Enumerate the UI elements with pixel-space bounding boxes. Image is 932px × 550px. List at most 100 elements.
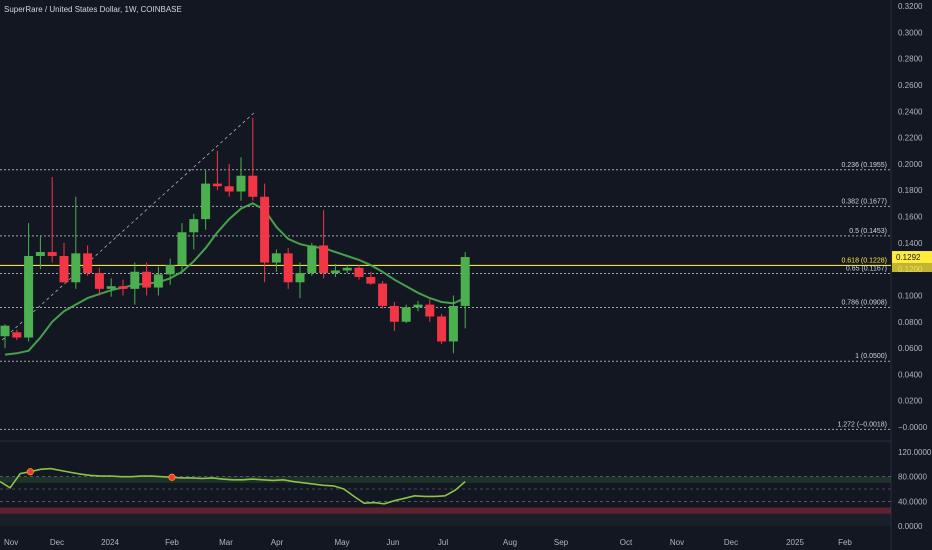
time-tick-label: Jun bbox=[387, 538, 400, 547]
oscillator-line[interactable] bbox=[0, 467, 466, 505]
fib-level-label: 0.5 (0.1453) bbox=[849, 228, 887, 235]
candle-body[interactable] bbox=[425, 304, 435, 317]
time-tick-label: Feb bbox=[838, 538, 852, 547]
time-tick-label: 2024 bbox=[101, 538, 119, 547]
price-tick-label: 0.0400 bbox=[898, 370, 923, 379]
fib-level-label: 0.382 (0.1677) bbox=[841, 198, 887, 205]
oscillator-pane bbox=[0, 467, 891, 526]
candle-body[interactable] bbox=[401, 307, 411, 322]
candle-body[interactable] bbox=[366, 277, 376, 284]
candle-body[interactable] bbox=[260, 196, 270, 263]
candle-body[interactable] bbox=[448, 305, 458, 342]
candle-body[interactable] bbox=[12, 332, 22, 338]
candle-body[interactable] bbox=[330, 270, 340, 274]
candle-body[interactable] bbox=[47, 252, 57, 256]
price-tick-label: 0.1600 bbox=[898, 213, 923, 222]
candle-body[interactable] bbox=[319, 245, 329, 274]
fib-price-tag bbox=[892, 263, 932, 273]
candle-body[interactable] bbox=[224, 186, 234, 192]
candle-body[interactable] bbox=[0, 325, 10, 337]
candle-body[interactable] bbox=[460, 257, 470, 306]
oscillator-tick-label: 40.0000 bbox=[898, 497, 927, 506]
candle-body[interactable] bbox=[437, 316, 447, 342]
price-pane: 0.236 (0.1955) 0.382 (0.1677) 0.5 (0.1453)… bbox=[0, 110, 891, 430]
time-tick-label: Jul bbox=[438, 538, 448, 547]
candle-body[interactable] bbox=[413, 304, 423, 308]
chart-title: SuperRare / United States Dollar, 1W, CO… bbox=[4, 5, 182, 14]
candle-body[interactable] bbox=[295, 273, 305, 283]
last-price-tag bbox=[892, 251, 932, 264]
fib-level-label: 0.786 (0.0908) bbox=[841, 300, 887, 307]
price-tick-label: 0.0600 bbox=[898, 344, 923, 353]
candle-body[interactable] bbox=[271, 253, 281, 263]
price-tick-label: 0.3200 bbox=[898, 2, 923, 11]
time-tick-label: Dec bbox=[724, 538, 738, 547]
oscillator-tick-label: 80.0000 bbox=[898, 473, 927, 482]
oscillator-tick-label: 0.0000 bbox=[898, 522, 923, 531]
lower-band bbox=[0, 513, 891, 526]
price-tick-label: 0.3000 bbox=[898, 28, 923, 37]
time-tick-label: Oct bbox=[620, 538, 633, 547]
moving-average-line[interactable] bbox=[4, 202, 466, 356]
oscillator-axis[interactable]: 120.0000 80.0000 40.0000 0.0000 bbox=[898, 448, 932, 531]
candle-body[interactable] bbox=[59, 255, 69, 283]
candle-body[interactable] bbox=[248, 175, 258, 197]
candle-body[interactable] bbox=[24, 255, 34, 338]
price-tick-label: 0.1000 bbox=[898, 291, 923, 300]
fib-level-label: 1.272 (−0.0018) bbox=[837, 421, 887, 428]
candle-body[interactable] bbox=[153, 274, 163, 288]
candle-body[interactable] bbox=[118, 286, 128, 289]
time-tick-label: Nov bbox=[4, 538, 18, 547]
candle-body[interactable] bbox=[165, 265, 175, 275]
overbought-band bbox=[0, 476, 891, 483]
candle-body[interactable] bbox=[130, 271, 140, 289]
price-tick-label: 0.0200 bbox=[898, 397, 923, 406]
price-axis[interactable]: 0.3200 0.3000 0.2800 0.2600 0.2400 0.2200 0.20… bbox=[892, 2, 932, 432]
candle-body[interactable] bbox=[389, 305, 399, 322]
price-tick-label: 0.2800 bbox=[898, 55, 923, 64]
time-axis[interactable]: Nov Dec 2024 Feb Mar Apr May Jun Jul Aug Sep Oct Nov… bbox=[4, 538, 852, 547]
price-tick-label: −0.0000 bbox=[898, 423, 928, 432]
candle-body[interactable] bbox=[71, 253, 81, 283]
oversold-band bbox=[0, 507, 891, 514]
price-tick-label: 0.2000 bbox=[898, 160, 923, 169]
time-tick-label: Nov bbox=[670, 538, 684, 547]
fib-level-label: 0.236 (0.1955) bbox=[841, 162, 887, 169]
candle-body[interactable] bbox=[354, 267, 364, 278]
candle-body[interactable] bbox=[94, 273, 104, 289]
candle-body[interactable] bbox=[142, 271, 152, 288]
fib-level-label: 0.65 (0.1167) bbox=[846, 265, 887, 272]
time-tick-label: Feb bbox=[165, 538, 179, 547]
price-tick-label: 0.2600 bbox=[898, 81, 923, 90]
candle-body[interactable] bbox=[201, 183, 211, 220]
price-tick-label: 0.2200 bbox=[898, 134, 923, 143]
fib-level-label: 1 (0.0500) bbox=[855, 353, 887, 360]
candle-body[interactable] bbox=[177, 232, 187, 266]
candle-body[interactable] bbox=[212, 183, 222, 187]
time-tick-label: Sep bbox=[554, 538, 569, 547]
candle-body[interactable] bbox=[35, 252, 45, 256]
candle-body[interactable] bbox=[83, 253, 93, 274]
time-tick-label: 2025 bbox=[786, 538, 804, 547]
last-price-label: 0.1292 bbox=[896, 253, 921, 262]
candle-body[interactable] bbox=[283, 253, 293, 283]
candle-body[interactable] bbox=[378, 283, 388, 306]
candle-body[interactable] bbox=[106, 286, 116, 289]
price-tick-label: 0.1800 bbox=[898, 186, 923, 195]
oscillator-signal-marker[interactable] bbox=[26, 468, 34, 476]
candle-body[interactable] bbox=[342, 267, 352, 271]
candle-body[interactable] bbox=[236, 175, 246, 192]
price-tick-label: 0.1400 bbox=[898, 239, 923, 248]
candle-body[interactable] bbox=[307, 245, 317, 274]
time-tick-label: Dec bbox=[50, 538, 64, 547]
time-tick-label: Apr bbox=[271, 538, 284, 547]
time-tick-label: May bbox=[334, 538, 349, 547]
candle-body[interactable] bbox=[189, 219, 199, 233]
time-tick-label: Mar bbox=[219, 538, 233, 547]
trendline[interactable] bbox=[0, 110, 257, 348]
oscillator-signal-marker[interactable] bbox=[168, 473, 176, 481]
time-tick-label: Aug bbox=[503, 538, 517, 547]
oscillator-tick-label: 120.0000 bbox=[898, 448, 932, 457]
price-tick-label: 0.2400 bbox=[898, 107, 923, 116]
